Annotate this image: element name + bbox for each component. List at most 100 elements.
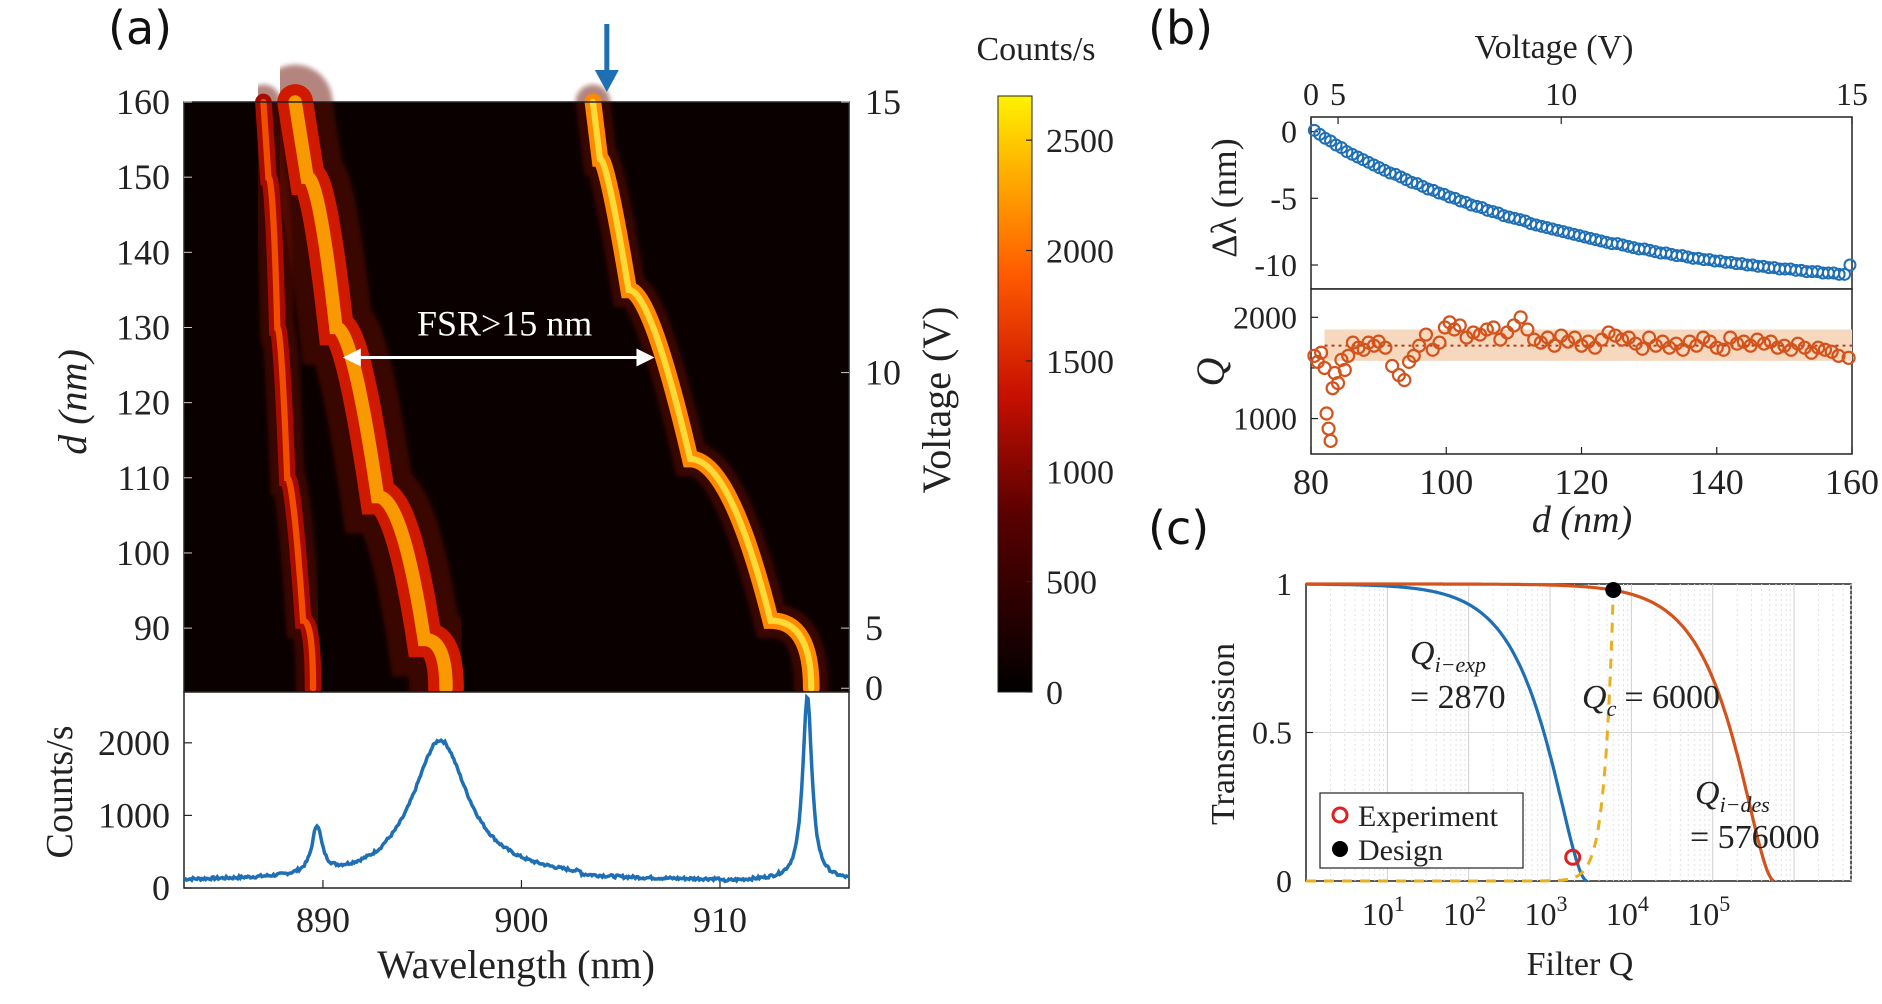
colorbar-tick-label: 0 [1046, 675, 1063, 712]
q-y-tick-label: 2000 [1233, 299, 1297, 335]
q-point [1466, 325, 1481, 340]
transmission-x-tick-label: 103 [1525, 891, 1568, 932]
shift-plot: Voltage (V) 0 -5 -10 0 5 10 15 Δλ (nm) [1204, 29, 1868, 290]
qc-curve [1306, 582, 1616, 883]
design-point [1605, 581, 1622, 598]
shift-point [1832, 267, 1846, 281]
voltage-tick-label: 5 [1330, 76, 1346, 112]
panel-label-a: (a) [108, 1, 172, 55]
qi-exp-value: = 2870 [1410, 679, 1506, 716]
shift-point [1432, 186, 1446, 200]
qi-exp-label: Qi−exp [1410, 635, 1486, 677]
top-arrow-head [594, 70, 619, 92]
q-point [1547, 338, 1562, 353]
q-point [1527, 332, 1542, 347]
shift-point [1843, 258, 1857, 272]
voltage-tick-label: 10 [1545, 76, 1577, 112]
legend-experiment-label: Experiment [1358, 800, 1499, 833]
heatmap-y-tick-label: 90 [134, 608, 170, 648]
q-point [1635, 341, 1650, 356]
legend-box [1319, 792, 1524, 869]
spectrum-y-tick-label: 0 [152, 868, 170, 908]
shift-y-tick-label: 0 [1281, 114, 1297, 150]
colorbar-tick-label: 2500 [1046, 123, 1114, 160]
q-point [1397, 373, 1412, 388]
shift-points [1307, 123, 1857, 281]
heatmap-plot: 90 100 110 120 130 140 150 160 0 5 10 15 d (nm) Vo… [50, 24, 959, 726]
q-ticks: 80 100 120 140 160 1000 2000 [1233, 299, 1879, 502]
transmission-y-label: Transmission [1205, 643, 1242, 825]
q-points [1307, 310, 1856, 448]
fsr-annotation: FSR>15 nm [342, 304, 655, 367]
q-point [1479, 322, 1494, 337]
shift-point [1405, 175, 1419, 189]
transmission-plot: 101 102 103 104 105 0 0.5 1 Qi−exp = 2870 Qc = 6… [1205, 566, 1852, 983]
heatmap-right-label: Voltage (V) [914, 307, 959, 494]
transmission-ticks: 101 102 103 104 105 0 0.5 1 [1252, 566, 1730, 932]
q-point [1452, 318, 1467, 333]
q-point [1486, 320, 1501, 335]
q-point [1709, 340, 1724, 355]
q-point [1412, 338, 1427, 353]
q-point [1614, 332, 1630, 347]
transmission-x-tick-label: 104 [1606, 891, 1649, 932]
qc-label: Qc = 6000 [1582, 679, 1720, 721]
top-arrow-icon [594, 24, 619, 92]
q-frame [1310, 288, 1853, 455]
shift-point [1453, 194, 1467, 208]
fsr-arrow-left-icon [342, 348, 361, 367]
fsr-label: FSR>15 nm [417, 304, 592, 344]
legend-design-label: Design [1358, 834, 1443, 867]
legend-design-marker [1332, 841, 1348, 857]
heatmap-y-label: d (nm) [50, 349, 95, 455]
shift-point [1513, 213, 1527, 227]
legend-experiment-marker [1331, 806, 1349, 824]
transmission-grid [1306, 584, 1852, 881]
shift-y-tick-label: -10 [1254, 247, 1297, 283]
q-point [1319, 406, 1334, 421]
shift-point [1486, 205, 1500, 219]
spectrum-x-tick-label: 910 [693, 900, 747, 940]
q-plot: 80 100 120 140 160 1000 2000 d (nm) Q [1188, 288, 1879, 541]
transmission-x-tick-label: 105 [1687, 891, 1730, 932]
transmission-x-tick-label: 102 [1443, 891, 1486, 932]
spectrum-x-tick-label: 900 [494, 900, 548, 940]
colorbar-title: Counts/s [976, 31, 1095, 68]
colorbar-tick-label: 2000 [1046, 234, 1114, 271]
q-point [1716, 342, 1731, 357]
shift-y-label: Δλ (nm) [1204, 138, 1244, 258]
q-point [1385, 358, 1400, 374]
transmission-x-label: Filter Q [1527, 946, 1634, 983]
q-x-tick-label: 120 [1555, 462, 1609, 502]
heatmap-y-tick-label: 150 [116, 157, 170, 197]
q-point [1756, 336, 1772, 351]
colorbar-ticks: 0 500 1000 1500 2000 2500 [1026, 123, 1114, 712]
heatmap-right-tick-label: 10 [865, 353, 901, 393]
q-point [1729, 336, 1745, 351]
q-point [1601, 325, 1616, 340]
voltage-tick-label: 15 [1836, 76, 1868, 112]
spectrum-plot: 890 900 910 0 1000 2000 Wavelength (nm) Count… [39, 691, 850, 987]
spectrum-ticks: 890 900 910 0 1000 2000 [98, 723, 747, 940]
shift-point [1383, 166, 1397, 180]
panel-label-c: (c) [1148, 501, 1209, 555]
fsr-arrow-right-icon [636, 348, 655, 367]
q-x-label: d (nm) [1532, 499, 1632, 541]
spectrum-frame [183, 691, 850, 889]
colorbar: Counts/s 0 500 1000 1500 2000 2500 [976, 31, 1114, 712]
heatmap-right-tick-label: 0 [865, 668, 883, 708]
panel-label-b: (b) [1148, 1, 1213, 55]
legend: Experiment Design [1319, 792, 1524, 869]
shift-point [1838, 267, 1852, 281]
mode-3-core [589, 98, 815, 692]
q-point [1513, 310, 1528, 325]
heatmap-y-ticks: 90 100 110 120 130 140 150 160 [116, 82, 192, 648]
colorbar-tick-label: 1000 [1046, 454, 1114, 491]
voltage-tick-label: 0 [1303, 76, 1319, 112]
transmission-y-tick-label: 0.5 [1252, 715, 1292, 751]
q-point [1770, 340, 1785, 355]
q-point [1831, 348, 1846, 363]
spectrum-x-tick-label: 890 [296, 900, 350, 940]
q-y-label: Q [1188, 357, 1233, 386]
